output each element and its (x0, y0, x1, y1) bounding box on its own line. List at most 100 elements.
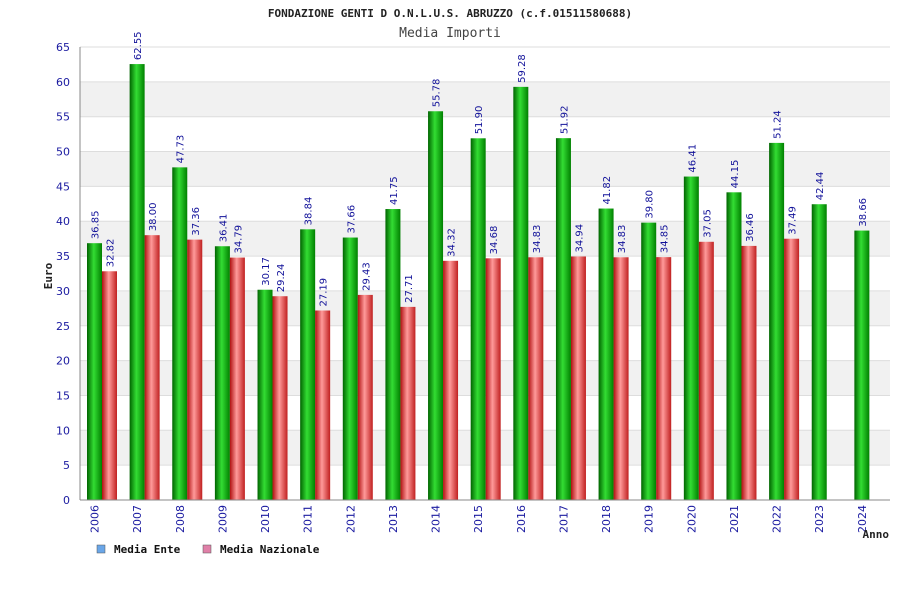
bar-media-ente (598, 208, 614, 501)
bar-media-nazionale (698, 241, 714, 501)
bar-media-ente (385, 209, 401, 501)
bar-media-ente (555, 138, 571, 500)
bar-media-nazionale (570, 256, 586, 500)
bar-media-ente (811, 204, 827, 501)
bar-media-nazionale (187, 239, 203, 501)
x-tick-label: 2020 (685, 505, 698, 533)
legend-label-media-ente: Media Ente (114, 543, 181, 556)
value-label: 41.82 (602, 176, 613, 205)
value-label: 38.84 (304, 197, 315, 226)
bar-media-ente (641, 222, 657, 500)
value-label: 36.41 (218, 214, 229, 243)
bar-media-nazionale (400, 306, 416, 500)
value-label: 27.71 (404, 274, 415, 303)
bar-media-ente (683, 176, 699, 501)
value-label: 42.44 (815, 172, 826, 201)
bar-media-ente (854, 230, 870, 501)
x-axis-label: Anno (863, 528, 890, 541)
value-label: 44.15 (730, 160, 741, 189)
bar-media-nazionale (741, 245, 757, 500)
bar-media-ente (513, 86, 529, 500)
value-label: 59.28 (517, 54, 528, 83)
x-tick-label: 2024 (856, 505, 869, 533)
bar-media-nazionale (357, 294, 373, 500)
bar-media-nazionale (315, 310, 331, 500)
value-labels: 36.85 32.82 62.55 38.00 47.73 37.36 36.41 34.79… (91, 31, 869, 306)
value-label: 27.19 (319, 278, 330, 307)
bar-media-nazionale (656, 257, 672, 500)
x-tick-label: 2023 (813, 505, 826, 533)
value-label: 34.79 (233, 225, 244, 254)
x-tick-label: 2010 (259, 505, 272, 533)
bar-media-nazionale (144, 235, 160, 500)
chart-subtitle: Media Importi (399, 26, 501, 41)
x-axis-ticks: 2006 2007 2008 2009 2010 2011 2012 2013 2014 2015… (89, 505, 869, 533)
value-label: 34.94 (574, 224, 585, 253)
y-tick-label: 15 (56, 389, 70, 402)
bar-media-nazionale (102, 271, 117, 500)
value-label: 34.83 (532, 225, 543, 254)
value-label: 38.00 (148, 203, 159, 232)
bar-media-ente (470, 138, 486, 500)
y-tick-label: 20 (56, 355, 70, 368)
x-tick-label: 2013 (387, 505, 400, 533)
value-label: 47.73 (176, 135, 187, 164)
value-label: 37.49 (788, 206, 799, 235)
y-tick-label: 35 (56, 250, 70, 263)
value-label: 55.78 (432, 79, 443, 108)
x-tick-label: 2021 (728, 505, 741, 533)
value-label: 34.85 (660, 224, 671, 253)
y-tick-label: 60 (56, 76, 70, 89)
value-label: 51.90 (474, 106, 485, 135)
bar-media-nazionale (784, 238, 800, 500)
legend: Media Ente Media Nazionale (96, 543, 320, 556)
bar-media-nazionale (229, 257, 245, 500)
bar-media-ente (129, 64, 145, 500)
x-tick-label: 2018 (600, 505, 613, 533)
x-tick-label: 2006 (89, 505, 102, 533)
x-tick-label: 2009 (216, 505, 229, 533)
value-label: 38.66 (858, 198, 869, 227)
value-label: 37.36 (191, 207, 202, 236)
x-tick-label: 2008 (174, 505, 187, 533)
legend-swatch-media-nazionale (202, 544, 212, 554)
y-tick-label: 5 (63, 459, 70, 472)
y-tick-label: 50 (56, 146, 70, 159)
y-tick-label: 25 (56, 320, 70, 333)
value-label: 62.55 (133, 31, 144, 60)
bars (87, 64, 870, 501)
bar-media-ente (214, 246, 230, 500)
bar-media-ente (172, 167, 188, 500)
y-tick-label: 0 (63, 494, 70, 507)
bar-media-nazionale (443, 260, 459, 500)
value-label: 36.85 (91, 211, 102, 240)
y-axis-ticks: 0 5 10 15 20 25 30 35 40 45 50 55 60 65 (56, 41, 70, 507)
bar-media-ente (87, 243, 102, 501)
value-label: 34.68 (489, 226, 500, 255)
value-label: 37.05 (702, 209, 713, 238)
bar-media-ente (300, 229, 316, 501)
bar-media-nazionale (528, 257, 544, 500)
value-label: 41.75 (389, 176, 400, 205)
value-label: 34.32 (447, 228, 458, 257)
bar-media-nazionale (485, 258, 501, 500)
y-tick-label: 45 (56, 180, 70, 193)
x-tick-label: 2017 (557, 505, 570, 533)
legend-label-media-nazionale: Media Nazionale (220, 543, 320, 556)
bar-media-ente (428, 111, 444, 500)
x-tick-label: 2014 (430, 505, 443, 533)
value-label: 32.82 (106, 239, 117, 268)
y-axis-label: Euro (42, 262, 55, 289)
x-tick-label: 2022 (771, 505, 784, 533)
value-label: 46.41 (687, 144, 698, 173)
value-label: 29.43 (361, 262, 372, 291)
y-tick-label: 30 (56, 285, 70, 298)
x-tick-label: 2016 (515, 505, 528, 533)
legend-swatch-media-ente (96, 544, 106, 554)
value-label: 39.80 (645, 190, 656, 219)
x-tick-label: 2015 (472, 505, 485, 533)
x-tick-label: 2011 (302, 505, 315, 533)
bar-media-ente (257, 289, 273, 500)
y-tick-label: 55 (56, 111, 70, 124)
